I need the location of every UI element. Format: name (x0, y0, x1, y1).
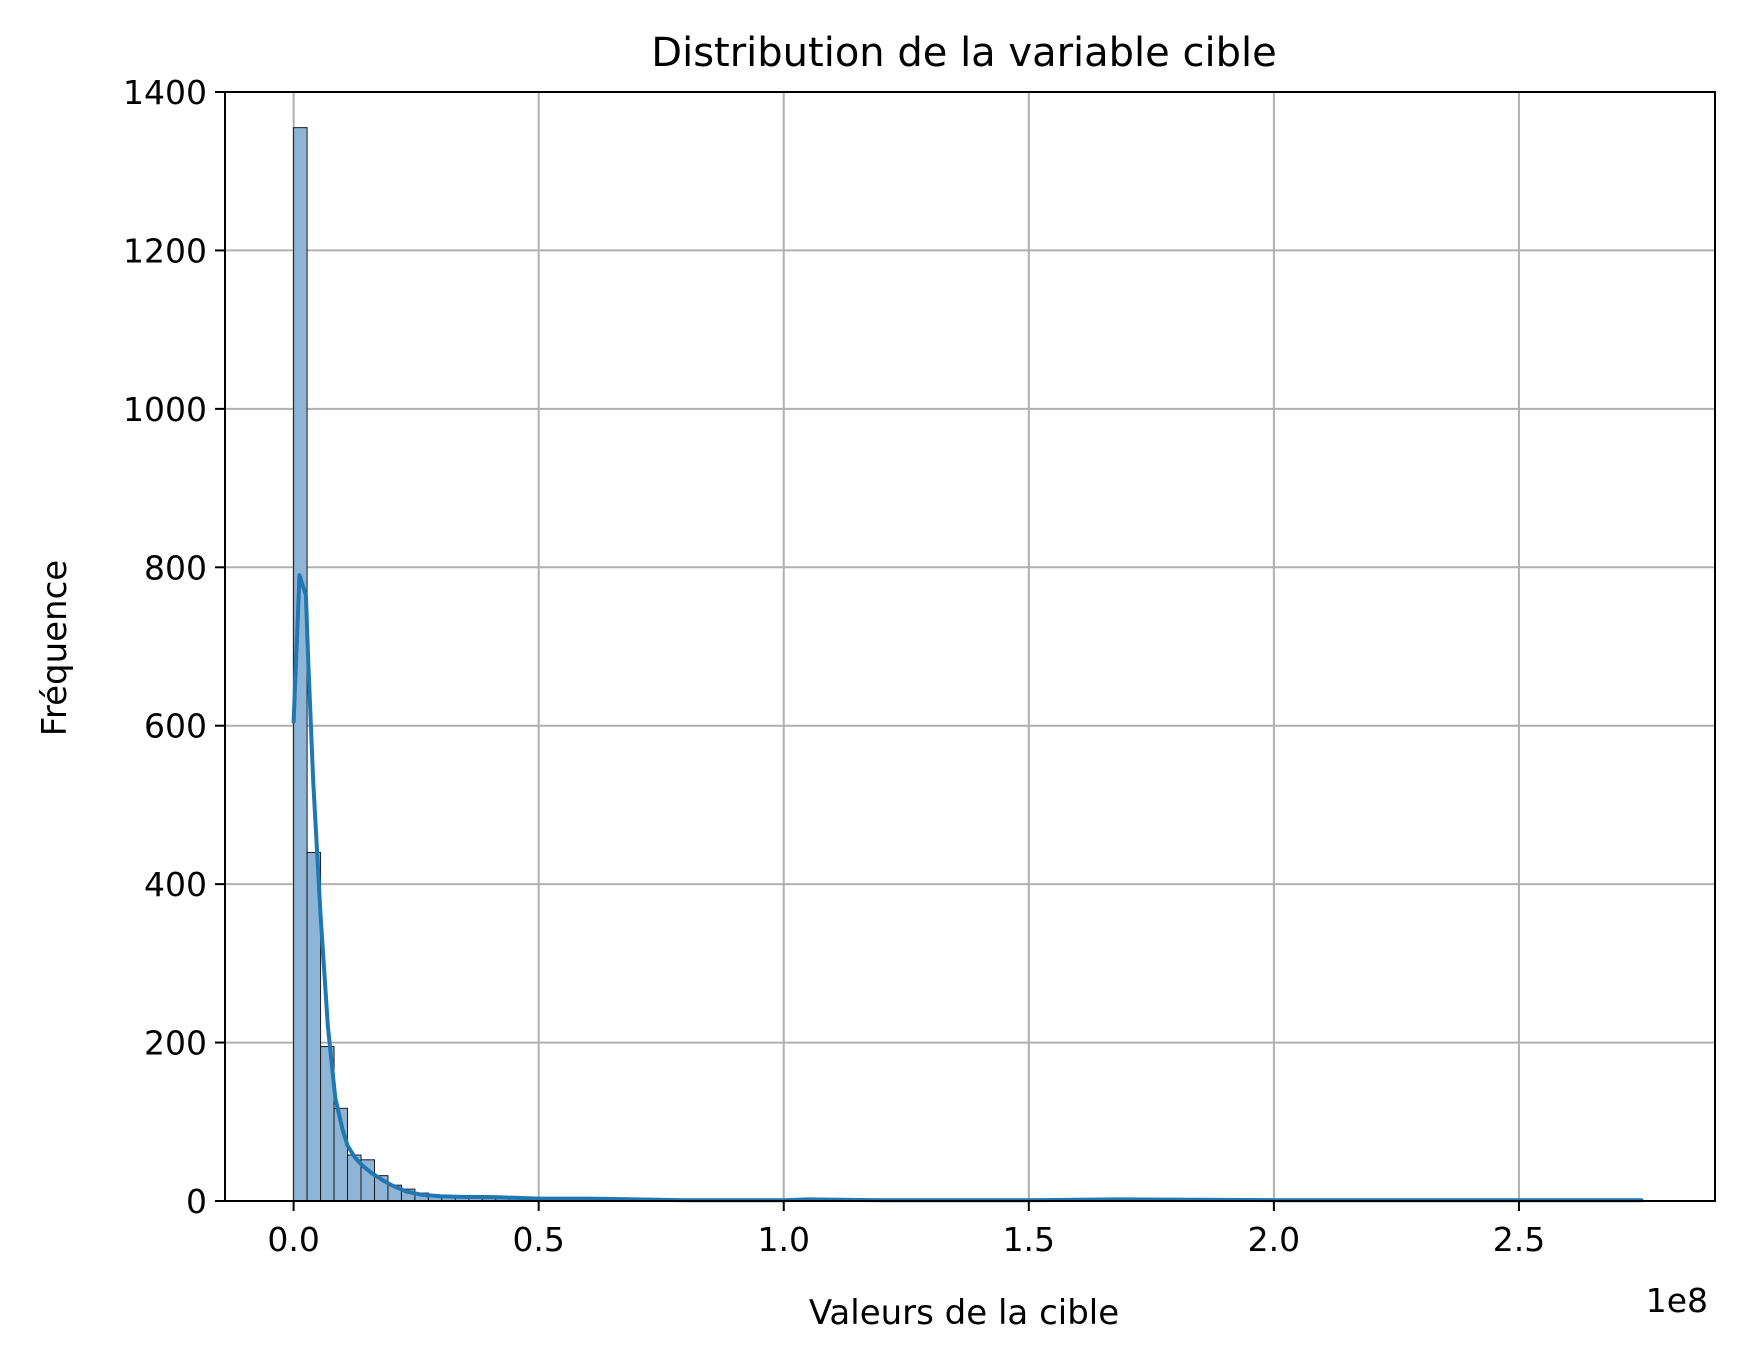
x-axis-offset-label: 1e8 (1646, 1281, 1708, 1320)
y-axis-label: Fréquence (35, 560, 75, 736)
y-tick-label: 0 (186, 1182, 207, 1221)
y-tick-label: 400 (144, 865, 207, 904)
y-tick-label: 600 (144, 707, 207, 746)
x-tick-label: 2.5 (1493, 1220, 1545, 1259)
x-tick-label: 1.0 (758, 1220, 810, 1259)
chart-title: Distribution de la variable cible (651, 30, 1276, 76)
y-tick-label: 200 (144, 1024, 207, 1063)
y-tick-label: 1400 (123, 73, 207, 112)
y-tick-label: 800 (144, 548, 207, 587)
x-tick-label: 1.5 (1003, 1220, 1055, 1259)
x-tick-label: 2.0 (1248, 1220, 1300, 1259)
histogram-bars (293, 127, 888, 1202)
text-layer: Distribution de la variable cible Valeur… (35, 30, 1708, 1333)
kde-curve-layer (291, 573, 1644, 1203)
x-axis-label: Valeurs de la cible (809, 1293, 1119, 1333)
x-tick-label: 0.0 (267, 1220, 319, 1259)
y-tick-label: 1200 (123, 231, 207, 270)
y-tick-label: 1000 (123, 390, 207, 429)
grid-layer (225, 91, 1715, 1202)
kde-curve (291, 573, 1644, 1203)
x-tick-label: 0.5 (512, 1220, 564, 1259)
plot-frame (224, 91, 1716, 1202)
axes-layer: 0.0 0.5 1.0 1.5 2.0 2.5 0 200 400 600 800 1000 1200 1… (123, 73, 1716, 1259)
